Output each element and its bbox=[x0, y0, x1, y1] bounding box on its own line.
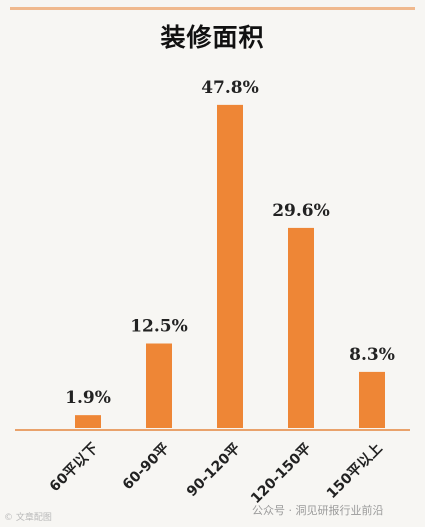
data-label: 1.9% bbox=[65, 388, 111, 408]
chart-title: 装修面积 bbox=[160, 23, 265, 52]
x-tick-label: 60-90平 bbox=[120, 440, 173, 493]
top-rule bbox=[10, 7, 415, 10]
data-label: 8.3% bbox=[349, 345, 395, 365]
data-label: 47.8% bbox=[201, 78, 259, 98]
bar bbox=[146, 343, 172, 428]
data-label: 29.6% bbox=[272, 201, 330, 221]
x-tick-label: 60平以下 bbox=[47, 440, 102, 495]
bar bbox=[217, 104, 243, 428]
data-label: 12.5% bbox=[130, 317, 188, 337]
bar bbox=[288, 227, 314, 428]
watermark-left: © 文章配图 bbox=[4, 513, 52, 523]
bar bbox=[359, 371, 385, 428]
x-tick-label: 90-120平 bbox=[184, 440, 244, 500]
bar bbox=[75, 415, 101, 428]
x-tick-label: 120-150平 bbox=[248, 440, 315, 507]
x-tick-label: 150平以上 bbox=[324, 440, 386, 502]
watermark-right: 公众号 · 洞见研报行业前沿 bbox=[252, 504, 384, 517]
